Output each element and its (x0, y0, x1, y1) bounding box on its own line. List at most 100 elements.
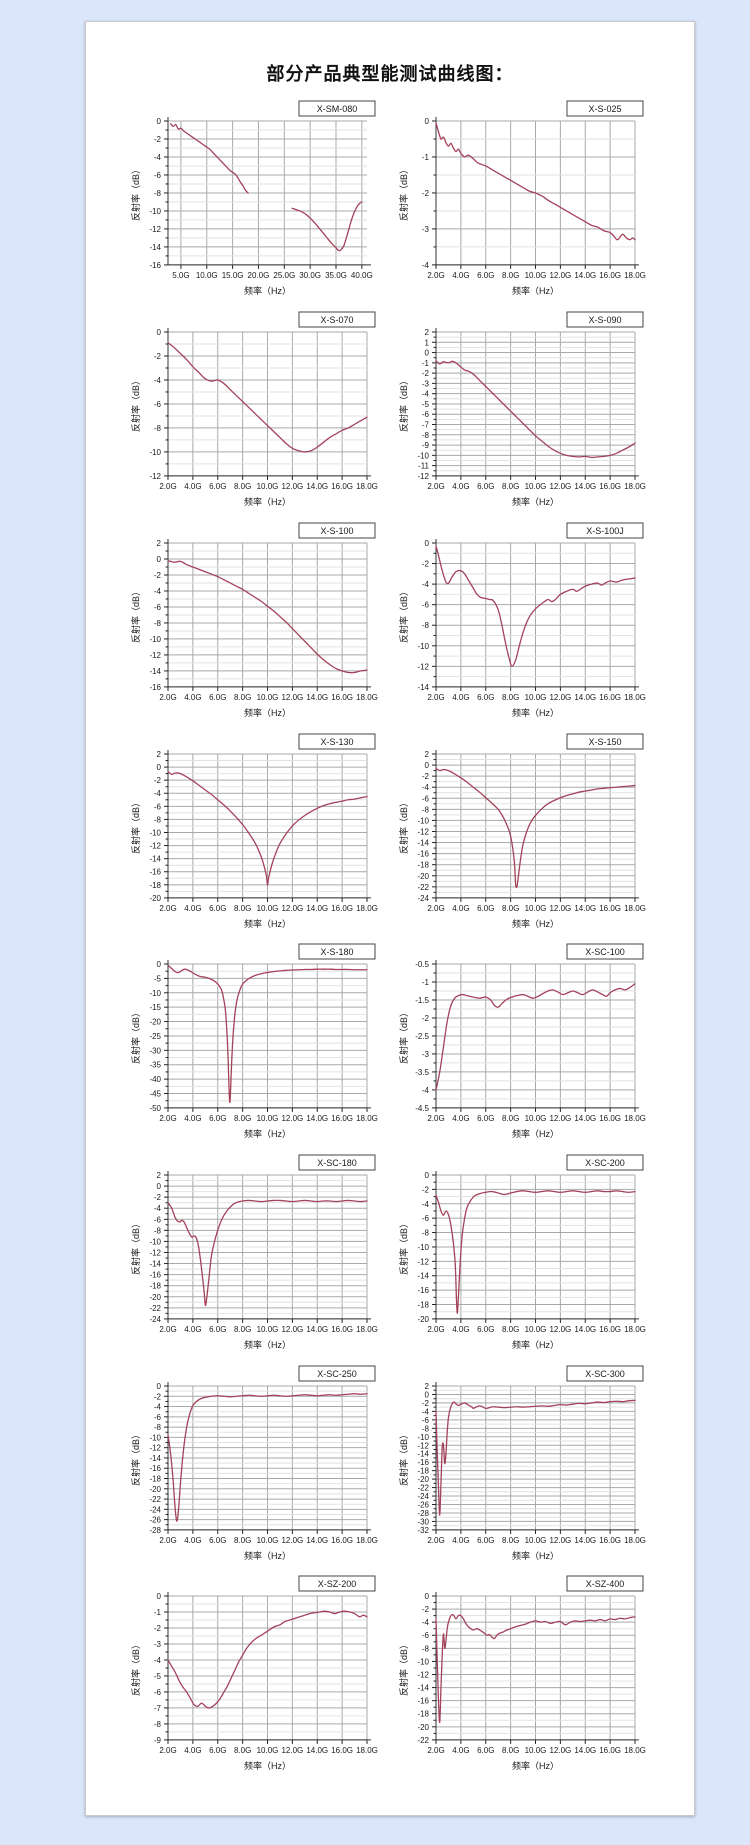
svg-text:8.0G: 8.0G (502, 1535, 519, 1544)
svg-text:6.0G: 6.0G (477, 271, 494, 280)
svg-text:-16: -16 (149, 261, 161, 270)
svg-text:2.0G: 2.0G (427, 482, 444, 491)
svg-text:-10: -10 (417, 816, 429, 825)
svg-text:0: 0 (424, 117, 429, 126)
svg-text:6.0G: 6.0G (477, 693, 494, 702)
svg-text:-16: -16 (417, 1697, 429, 1706)
svg-text:6.0G: 6.0G (209, 1746, 226, 1755)
svg-text:2.0G: 2.0G (427, 693, 444, 702)
svg-text:-20: -20 (149, 893, 161, 902)
svg-text:-1: -1 (422, 359, 430, 368)
svg-text:-45: -45 (149, 1090, 161, 1099)
svg-text:18.0G: 18.0G (624, 1114, 646, 1123)
svg-text:-4: -4 (422, 1618, 430, 1627)
svg-text:16.0G: 16.0G (331, 903, 353, 912)
svg-text:-6: -6 (422, 1415, 430, 1424)
svg-text:8.0G: 8.0G (502, 482, 519, 491)
svg-text:-20: -20 (417, 1315, 429, 1324)
svg-text:4.0G: 4.0G (452, 482, 469, 491)
svg-text:18.0G: 18.0G (624, 482, 646, 491)
svg-text:12.0G: 12.0G (281, 1325, 303, 1334)
svg-text:10.0G: 10.0G (524, 1535, 546, 1544)
svg-text:1: 1 (424, 338, 429, 347)
svg-text:-2: -2 (154, 1624, 162, 1633)
svg-text:2.0G: 2.0G (159, 482, 176, 491)
svg-text:-30: -30 (417, 1517, 429, 1526)
svg-text:反射率（dB）: 反射率（dB） (130, 1430, 141, 1486)
svg-text:-18: -18 (149, 880, 161, 889)
svg-text:-14: -14 (149, 854, 161, 863)
svg-text:4.0G: 4.0G (184, 1535, 201, 1544)
svg-text:10.0G: 10.0G (524, 1746, 546, 1755)
svg-text:2: 2 (424, 1382, 429, 1391)
svg-text:反射率（dB）: 反射率（dB） (130, 587, 141, 643)
svg-text:-4: -4 (154, 1204, 162, 1213)
svg-text:2: 2 (156, 1171, 161, 1180)
svg-text:2.0G: 2.0G (159, 1325, 176, 1334)
svg-text:16.0G: 16.0G (599, 903, 621, 912)
svg-text:2.0G: 2.0G (159, 1114, 176, 1123)
svg-text:-14: -14 (417, 1272, 429, 1281)
svg-text:18.0G: 18.0G (624, 1325, 646, 1334)
svg-text:12.0G: 12.0G (281, 482, 303, 491)
svg-text:-10: -10 (149, 448, 161, 457)
svg-text:12.0G: 12.0G (281, 1746, 303, 1755)
svg-text:X-SC-300: X-SC-300 (585, 1369, 625, 1379)
svg-text:-8: -8 (422, 1228, 430, 1237)
svg-text:-2: -2 (422, 369, 430, 378)
svg-text:14.0G: 14.0G (306, 1535, 328, 1544)
svg-text:18.0G: 18.0G (624, 693, 646, 702)
svg-text:6.0G: 6.0G (209, 1325, 226, 1334)
svg-text:8.0G: 8.0G (502, 1746, 519, 1755)
svg-text:4.0G: 4.0G (452, 1325, 469, 1334)
svg-text:-10: -10 (417, 1658, 429, 1667)
svg-text:-12: -12 (149, 651, 161, 660)
svg-text:12.0G: 12.0G (549, 1535, 571, 1544)
svg-text:20.0G: 20.0G (247, 271, 269, 280)
svg-text:频率（Hz）: 频率（Hz） (512, 496, 559, 507)
svg-text:2.0G: 2.0G (159, 903, 176, 912)
svg-text:-8: -8 (154, 189, 162, 198)
svg-text:12.0G: 12.0G (281, 903, 303, 912)
svg-text:频率（Hz）: 频率（Hz） (244, 1549, 291, 1560)
svg-text:-8: -8 (422, 621, 430, 630)
svg-text:12.0G: 12.0G (549, 903, 571, 912)
svg-text:6.0G: 6.0G (209, 1535, 226, 1544)
svg-text:-28: -28 (149, 1525, 161, 1534)
svg-text:0: 0 (424, 539, 429, 548)
svg-text:6.0G: 6.0G (209, 903, 226, 912)
svg-text:8.0G: 8.0G (234, 1325, 251, 1334)
svg-text:4.0G: 4.0G (452, 271, 469, 280)
svg-text:频率（Hz）: 频率（Hz） (244, 1128, 291, 1139)
svg-text:-20: -20 (417, 1723, 429, 1732)
svg-text:4.0G: 4.0G (452, 1746, 469, 1755)
svg-text:2: 2 (424, 328, 429, 337)
svg-text:-6: -6 (154, 400, 162, 409)
svg-text:6.0G: 6.0G (477, 903, 494, 912)
svg-text:-14: -14 (149, 243, 161, 252)
svg-text:16.0G: 16.0G (331, 1746, 353, 1755)
svg-text:频率（Hz）: 频率（Hz） (512, 285, 559, 296)
svg-text:-0.5: -0.5 (415, 960, 429, 969)
svg-text:-10: -10 (417, 642, 429, 651)
svg-text:X-SZ-200: X-SZ-200 (318, 1579, 357, 1589)
svg-text:12.0G: 12.0G (549, 693, 571, 702)
svg-text:-6: -6 (154, 603, 162, 612)
svg-text:-35: -35 (149, 1061, 161, 1070)
svg-text:-6: -6 (422, 1632, 430, 1641)
svg-text:反射率（dB）: 反射率（dB） (398, 165, 409, 221)
svg-text:-4: -4 (422, 390, 430, 399)
svg-text:12.0G: 12.0G (549, 1325, 571, 1334)
svg-text:反射率（dB）: 反射率（dB） (398, 1219, 409, 1275)
svg-text:-12: -12 (417, 1671, 429, 1680)
svg-text:-2: -2 (422, 559, 430, 568)
svg-text:2: 2 (156, 750, 161, 759)
svg-text:X-S-130: X-S-130 (320, 737, 353, 747)
svg-text:-20: -20 (417, 871, 429, 880)
svg-text:18.0G: 18.0G (624, 903, 646, 912)
svg-text:-14: -14 (149, 667, 161, 676)
svg-text:-2: -2 (154, 1392, 162, 1401)
svg-text:-1.5: -1.5 (415, 996, 429, 1005)
svg-text:反射率（dB）: 反射率（dB） (398, 797, 409, 853)
svg-text:-8: -8 (422, 431, 430, 440)
